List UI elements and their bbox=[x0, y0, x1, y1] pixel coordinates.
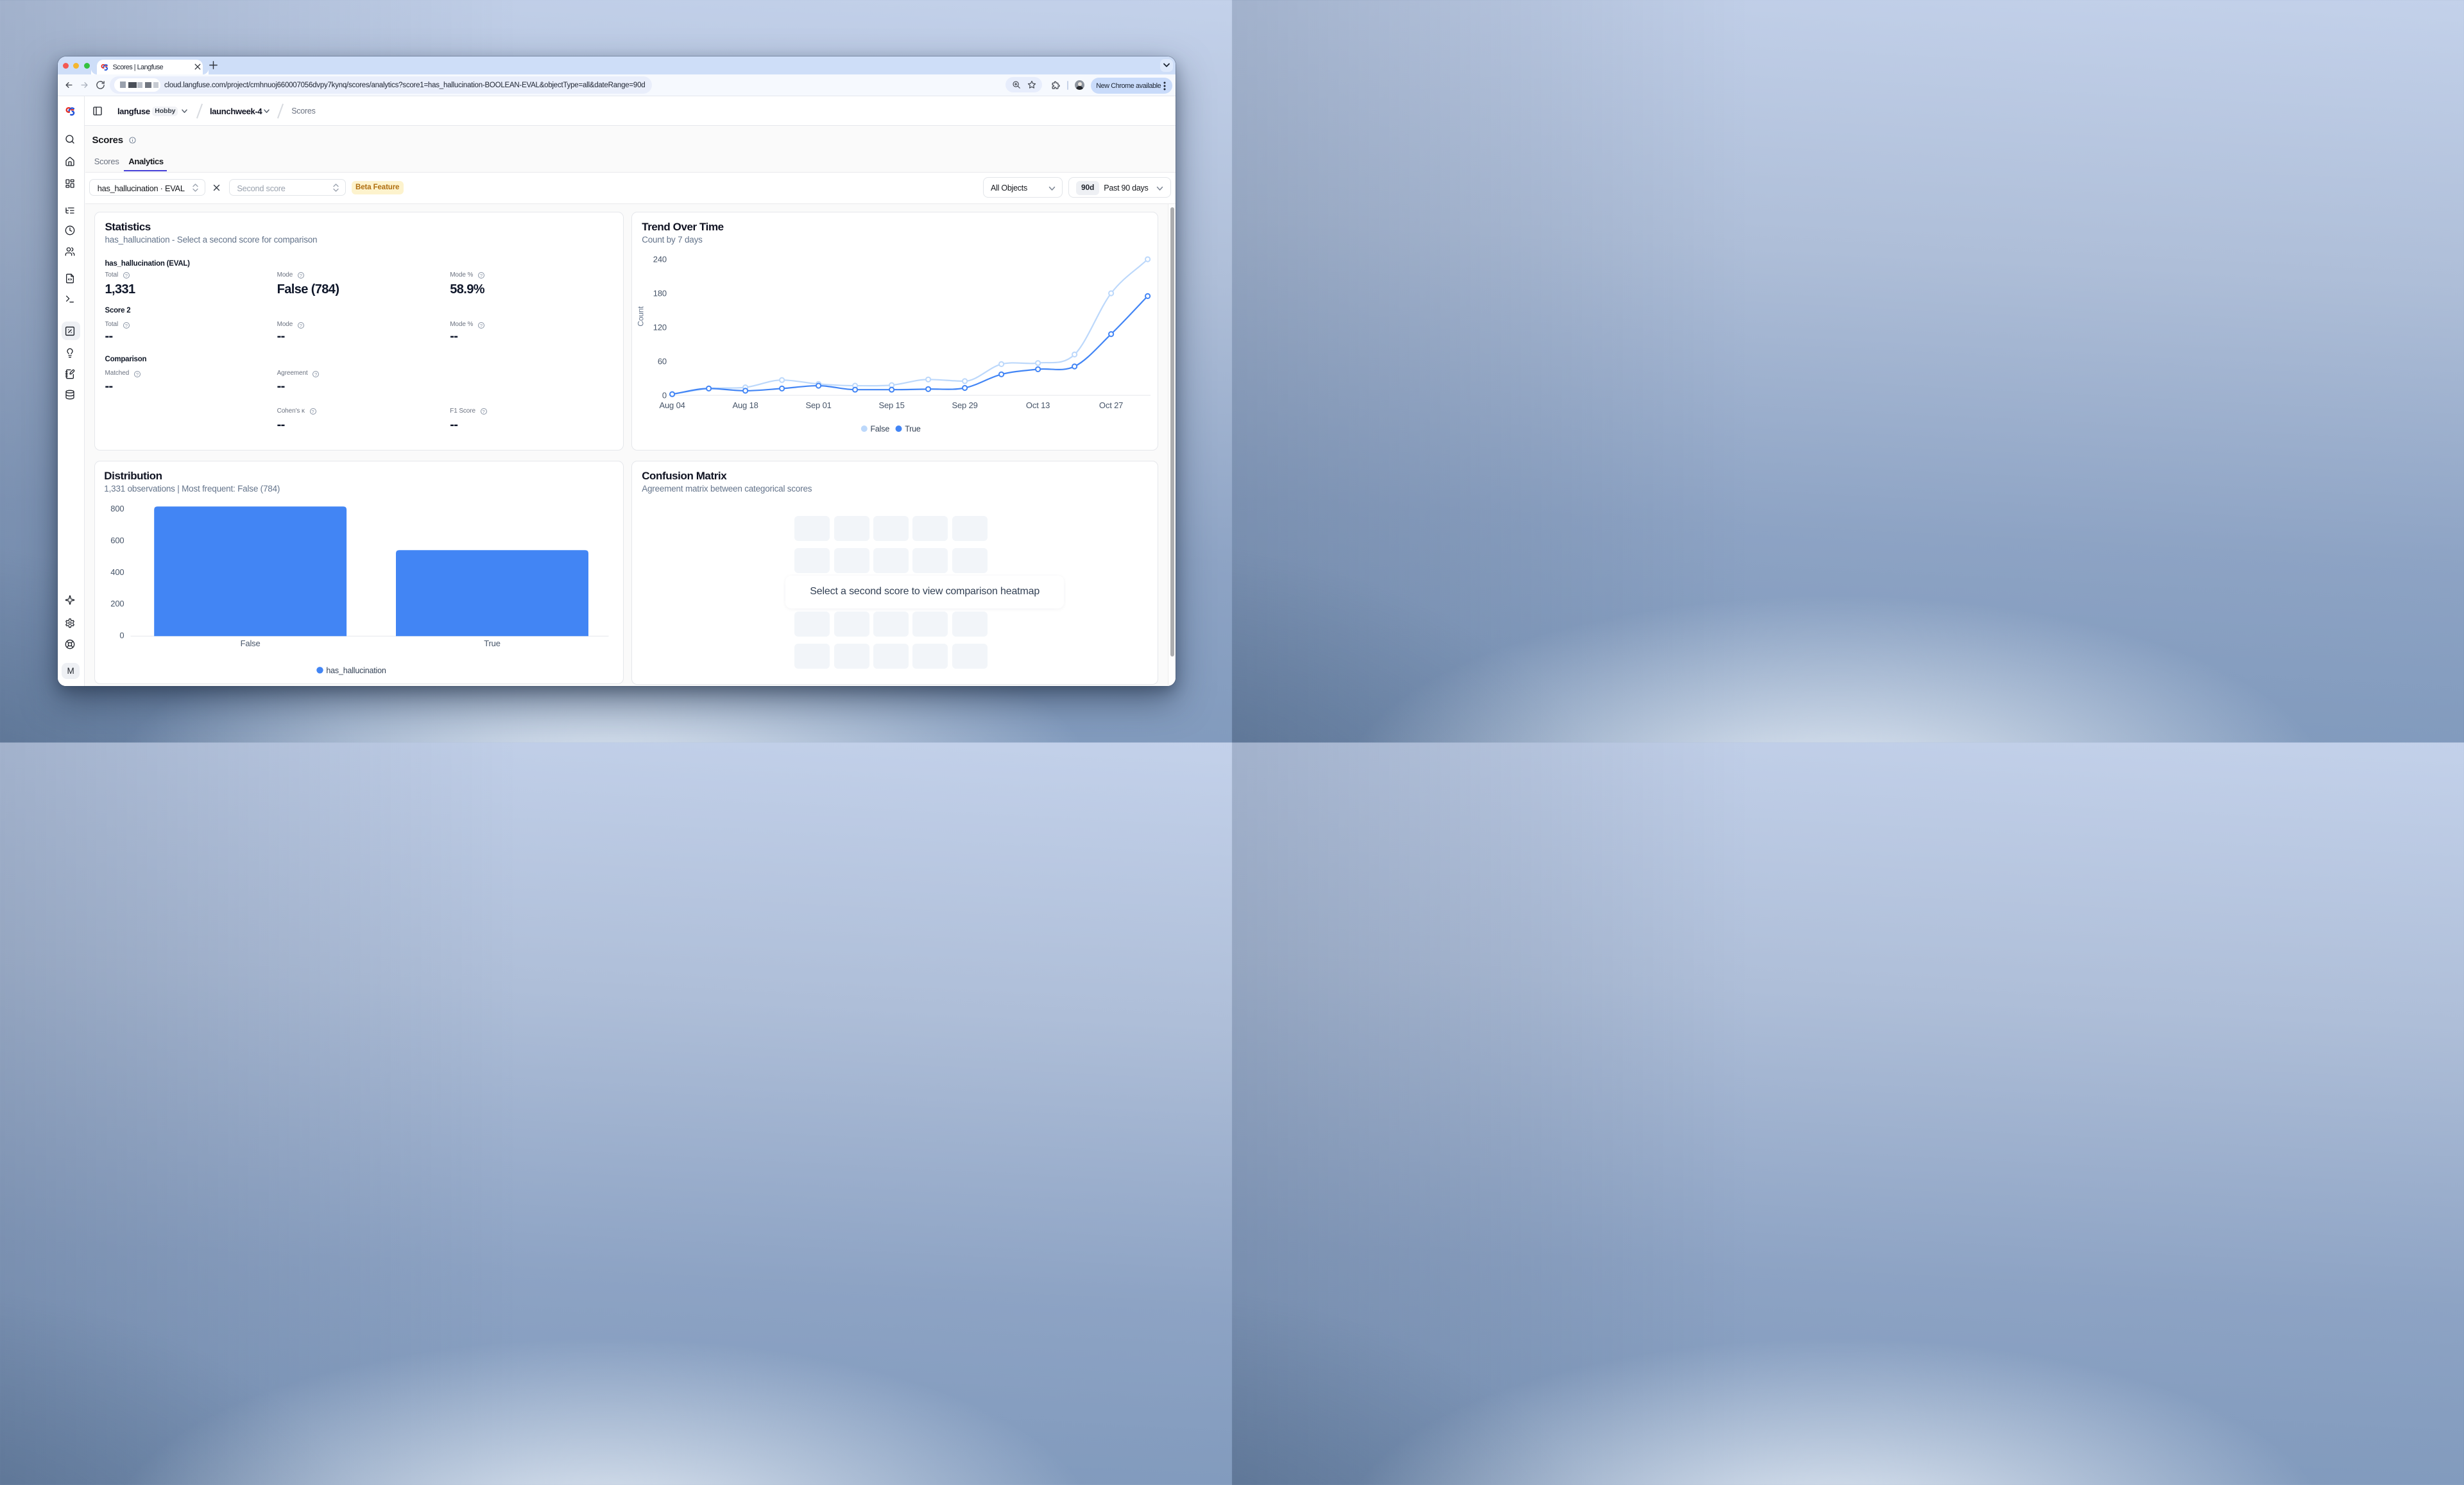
svg-text:0: 0 bbox=[662, 391, 667, 400]
svg-text:Aug 04: Aug 04 bbox=[659, 400, 685, 410]
svg-text:Sep 15: Sep 15 bbox=[878, 400, 904, 410]
svg-text:240: 240 bbox=[653, 255, 667, 264]
svg-text:False: False bbox=[871, 425, 890, 434]
svg-text:has_hallucination: has_hallucination bbox=[326, 665, 386, 674]
svg-text:800: 800 bbox=[110, 504, 124, 513]
svg-text:Oct 13: Oct 13 bbox=[1026, 400, 1050, 410]
svg-text:Oct 27: Oct 27 bbox=[1099, 400, 1123, 410]
svg-text:0: 0 bbox=[119, 630, 124, 640]
svg-text:200: 200 bbox=[110, 599, 124, 608]
svg-text:Aug 18: Aug 18 bbox=[732, 400, 758, 410]
svg-text:False: False bbox=[241, 639, 261, 648]
svg-text:60: 60 bbox=[658, 357, 667, 366]
svg-text:True: True bbox=[905, 425, 921, 434]
svg-text:180: 180 bbox=[653, 289, 667, 298]
svg-text:Count: Count bbox=[637, 306, 646, 327]
svg-text:Sep 29: Sep 29 bbox=[952, 400, 977, 410]
svg-text:Sep 01: Sep 01 bbox=[805, 400, 831, 410]
svg-text:400: 400 bbox=[110, 567, 124, 576]
svg-text:120: 120 bbox=[653, 323, 667, 332]
svg-text:True: True bbox=[484, 639, 501, 648]
svg-text:600: 600 bbox=[110, 535, 124, 545]
